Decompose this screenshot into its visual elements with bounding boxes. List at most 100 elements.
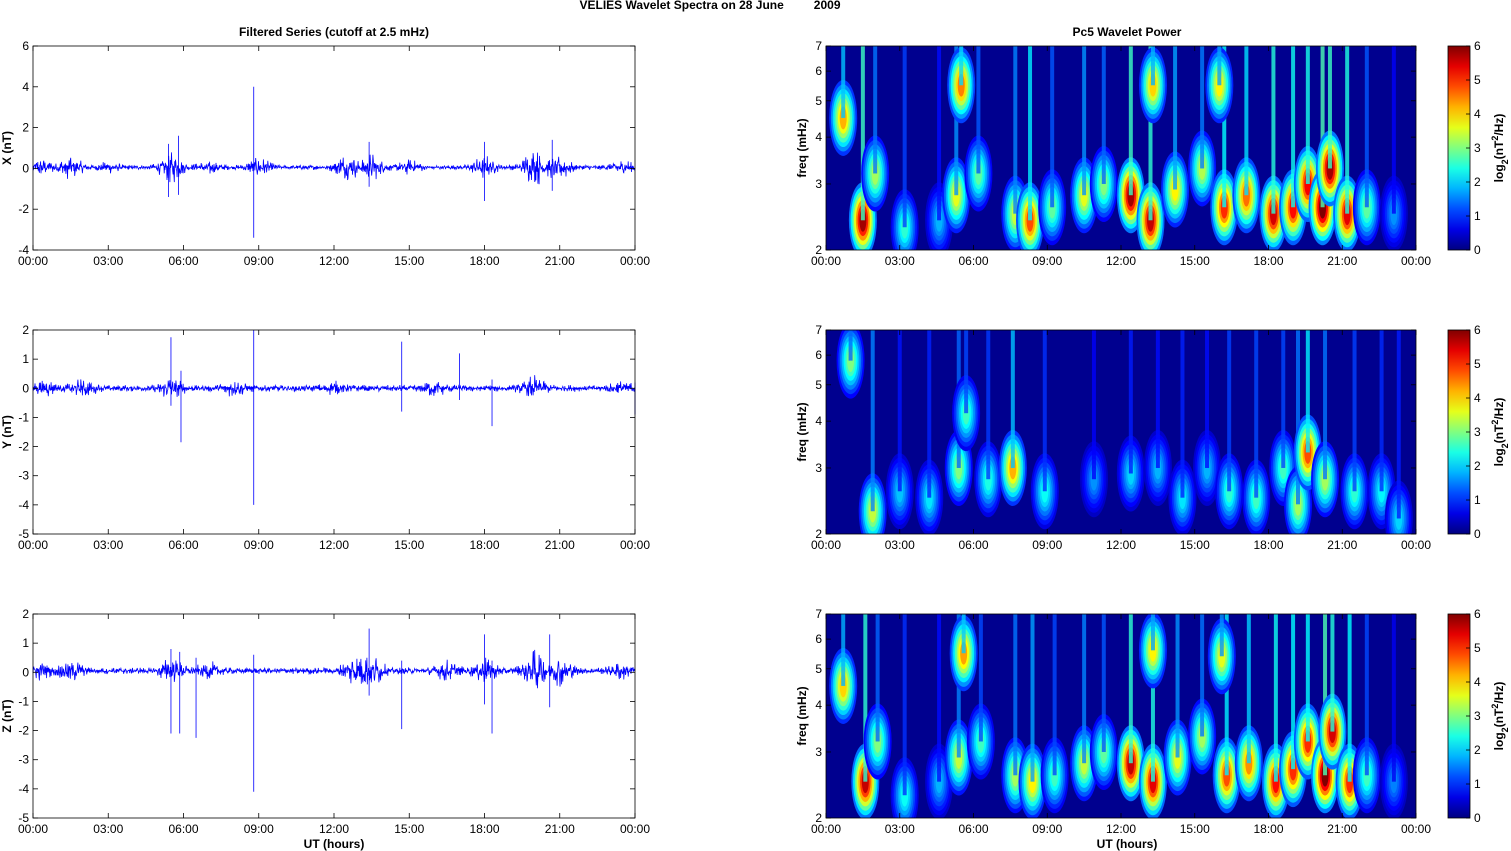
power-streak [976, 46, 981, 174]
x-tick-label: 06:00 [958, 538, 988, 552]
x-tick-label: 15:00 [1180, 822, 1210, 836]
x-tick-label: 06:00 [168, 254, 198, 268]
y-tick-label: -4 [18, 243, 29, 257]
y-axis-label: freq (mHz) [795, 686, 809, 745]
colorbar-tick-label: 6 [1474, 607, 1481, 621]
power-streak [1082, 614, 1087, 764]
x-tick-label: 15:00 [394, 254, 424, 268]
x-tick-label: 18:00 [1253, 538, 1283, 552]
power-streak [1327, 46, 1332, 169]
power-streak [1173, 46, 1178, 190]
x-tick-label: 06:00 [168, 822, 198, 836]
power-streak [1101, 46, 1106, 184]
y-tick-label: -3 [18, 469, 29, 483]
power-streak [1305, 614, 1310, 742]
y-tick-label: 4 [815, 414, 822, 428]
wavelet-panel: 2 3 4 5 6 7 00:00 03:00 06:00 09:00 12:00 15:00 18:0… [795, 323, 1510, 552]
power-streak [1364, 46, 1369, 208]
y-tick-label: 2 [815, 527, 822, 541]
colorbar-tick-label: 2 [1474, 175, 1481, 189]
colorbar-tick-label: 3 [1474, 425, 1481, 439]
colorbar-tick-label: 1 [1474, 209, 1481, 223]
x-tick-label: 18:00 [1253, 822, 1283, 836]
power-streak [1291, 614, 1296, 770]
power-streak [1222, 46, 1227, 208]
power-streak [841, 46, 846, 118]
y-tick-label: 6 [815, 64, 822, 78]
y-tick-label: -4 [18, 498, 29, 512]
y-tick-label: -1 [18, 694, 29, 708]
y-tick-label: -5 [18, 527, 29, 541]
colorbar-tick-label: 1 [1474, 493, 1481, 507]
power-streak [1101, 614, 1106, 752]
y-tick-label: 3 [815, 177, 822, 191]
x-tick-label: 09:00 [1032, 538, 1062, 552]
power-streak [897, 330, 902, 492]
panels: -4 -2 0 2 4 6 00:00 03:00 06:00 09:00 12:00 15:00 18… [0, 39, 1510, 836]
power-streak [1150, 614, 1155, 782]
power-streak [873, 46, 878, 174]
figure-title: VELIES Wavelet Spectra on 28 June 2009 [580, 0, 841, 12]
x-tick-label: 15:00 [1180, 254, 1210, 268]
x-tick-label: 06:00 [168, 538, 198, 552]
power-streak [870, 330, 875, 512]
y-tick-label: -3 [18, 753, 29, 767]
signal-trace [32, 152, 636, 185]
x-tick-label: 03:00 [885, 822, 915, 836]
power-streak [1175, 614, 1180, 758]
power-streak [1091, 330, 1096, 480]
power-streak [1150, 614, 1155, 651]
y-tick-label: 7 [815, 323, 822, 337]
x-tick-label: 21:00 [545, 254, 575, 268]
plot-area [33, 46, 635, 250]
wavelet-panel: 2 3 4 5 6 7 00:00 03:00 06:00 09:00 12:00 15:00 18:0… [795, 39, 1510, 268]
power-streak [863, 614, 868, 782]
x-tick-label: 15:00 [1180, 538, 1210, 552]
right-x-axis-label: UT (hours) [1097, 837, 1158, 851]
power-streak [986, 330, 991, 480]
power-streak [902, 46, 907, 228]
power-streak [1200, 46, 1205, 169]
y-tick-label: 0 [22, 665, 29, 679]
power-streak [1128, 330, 1133, 474]
x-tick-label: 03:00 [885, 538, 915, 552]
power-streak [1050, 46, 1055, 208]
power-streak [1296, 330, 1300, 505]
y-tick-label: 3 [815, 461, 822, 475]
plot-area [33, 330, 635, 534]
x-tick-label: 12:00 [319, 254, 349, 268]
y-tick-label: -2 [18, 440, 29, 454]
colorbar-tick-label: 4 [1474, 675, 1481, 689]
y-axis-label: freq (mHz) [795, 402, 809, 461]
colorbar-tick-label: 5 [1474, 73, 1481, 87]
y-tick-label: 2 [22, 323, 29, 337]
power-streak [1364, 614, 1369, 776]
left-x-axis-label: UT (hours) [304, 837, 365, 851]
x-tick-label: 15:00 [394, 822, 424, 836]
power-streak [1205, 330, 1210, 468]
colorbar-tick-label: 2 [1474, 743, 1481, 757]
time-series-panel: -4 -2 0 2 4 6 00:00 03:00 06:00 09:00 12:00 15:00 18… [0, 39, 650, 268]
power-streak [961, 614, 966, 654]
x-tick-label: 18:00 [469, 254, 499, 268]
power-streak [1128, 614, 1133, 764]
power-streak [1180, 330, 1185, 498]
y-tick-label: -2 [18, 202, 29, 216]
power-streak [937, 614, 942, 782]
spectrum-blobs [829, 46, 1408, 250]
x-tick-label: 09:00 [244, 822, 274, 836]
x-tick-label: 06:00 [958, 822, 988, 836]
y-tick-label: 2 [22, 607, 29, 621]
signal-trace [32, 375, 636, 397]
power-streak [1345, 46, 1350, 214]
power-streak [1155, 330, 1160, 468]
power-streak [875, 614, 880, 742]
power-streak [1030, 614, 1035, 782]
x-tick-label: 21:00 [545, 822, 575, 836]
y-tick-label: 1 [22, 636, 29, 650]
x-tick-label: 09:00 [244, 254, 274, 268]
power-streak [841, 614, 846, 686]
power-streak [1082, 46, 1087, 196]
y-tick-label: -1 [18, 410, 29, 424]
colorbar-tick-label: 4 [1474, 391, 1481, 405]
